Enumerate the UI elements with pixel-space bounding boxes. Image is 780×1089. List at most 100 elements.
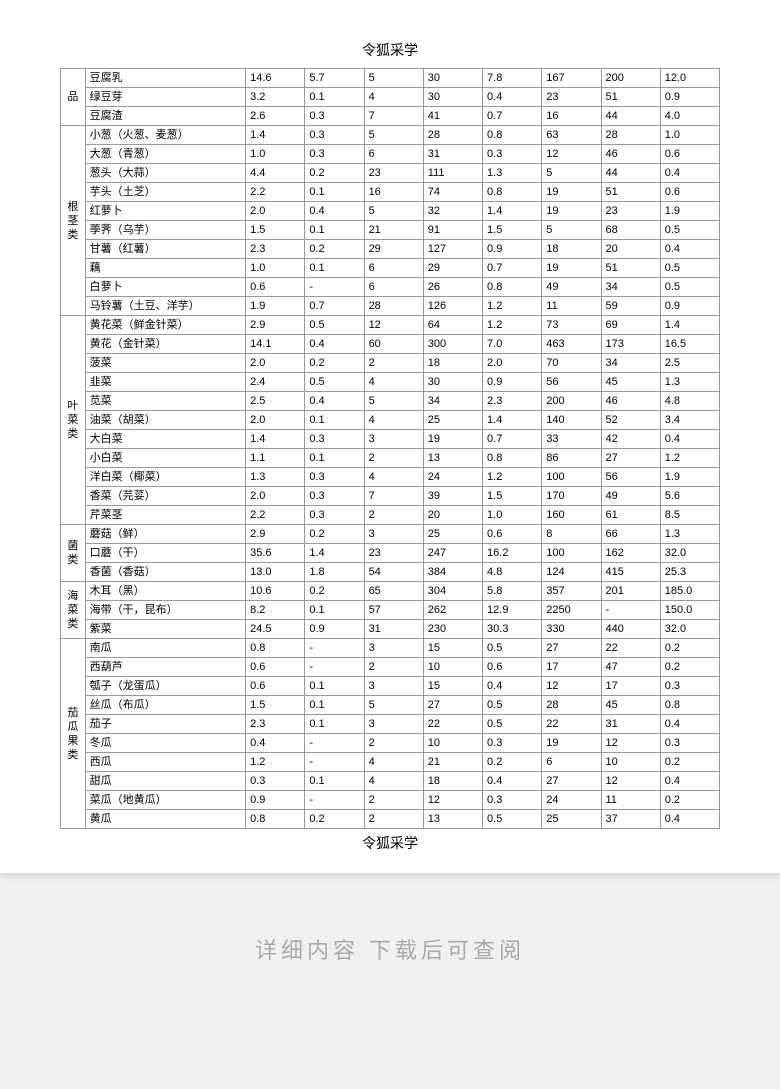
value-cell: 140 xyxy=(542,411,601,430)
value-cell: 160 xyxy=(542,506,601,525)
item-name-cell: 大白菜 xyxy=(85,430,245,449)
value-cell: 0.5 xyxy=(660,259,719,278)
value-cell: 14.1 xyxy=(246,335,305,354)
value-cell: 0.6 xyxy=(246,658,305,677)
value-cell: 86 xyxy=(542,449,601,468)
value-cell: 1.4 xyxy=(660,316,719,335)
value-cell: 34 xyxy=(601,278,660,297)
value-cell: 0.3 xyxy=(305,506,364,525)
value-cell: 0.5 xyxy=(483,810,542,829)
table-row: 冬瓜0.4-2100.319120.3 xyxy=(61,734,720,753)
value-cell: 173 xyxy=(601,335,660,354)
item-name-cell: 荸荠（乌芋） xyxy=(85,221,245,240)
table-row: 葱头（大蒜）4.40.2231111.35440.4 xyxy=(61,164,720,183)
item-name-cell: 甜瓜 xyxy=(85,772,245,791)
value-cell: 0.9 xyxy=(660,88,719,107)
value-cell: 46 xyxy=(601,145,660,164)
value-cell: 2.2 xyxy=(246,183,305,202)
value-cell: 29 xyxy=(423,259,482,278)
table-row: 丝瓜（布瓜）1.50.15270.528450.8 xyxy=(61,696,720,715)
value-cell: 2.0 xyxy=(246,411,305,430)
value-cell: 91 xyxy=(423,221,482,240)
value-cell: 5 xyxy=(364,202,423,221)
table-row: 大葱（青葱）1.00.36310.312460.6 xyxy=(61,145,720,164)
value-cell: 4 xyxy=(364,373,423,392)
value-cell: 28 xyxy=(423,126,482,145)
item-name-cell: 芹菜茎 xyxy=(85,506,245,525)
item-name-cell: 马铃薯（土豆、洋芋） xyxy=(85,297,245,316)
value-cell: 2.0 xyxy=(246,487,305,506)
value-cell: 1.0 xyxy=(660,126,719,145)
value-cell: 2.0 xyxy=(246,202,305,221)
value-cell: 0.2 xyxy=(305,354,364,373)
value-cell: 0.7 xyxy=(483,430,542,449)
value-cell: 10.6 xyxy=(246,582,305,601)
item-name-cell: 大葱（青葱） xyxy=(85,145,245,164)
value-cell: 51 xyxy=(601,259,660,278)
value-cell: 0.1 xyxy=(305,715,364,734)
table-row: 瓠子（龙蛋瓜）0.60.13150.412170.3 xyxy=(61,677,720,696)
value-cell: 8.2 xyxy=(246,601,305,620)
value-cell: 300 xyxy=(423,335,482,354)
category-cell: 菌类 xyxy=(61,525,86,582)
value-cell: 1.3 xyxy=(660,373,719,392)
value-cell: 17 xyxy=(542,658,601,677)
value-cell: 1.3 xyxy=(246,468,305,487)
value-cell: 29 xyxy=(364,240,423,259)
category-cell: 根茎类 xyxy=(61,126,86,316)
value-cell: 4 xyxy=(364,468,423,487)
table-row: 芹菜茎2.20.32201.0160618.5 xyxy=(61,506,720,525)
value-cell: 0.9 xyxy=(246,791,305,810)
value-cell: 65 xyxy=(364,582,423,601)
table-row: 菠菜2.00.22182.070342.5 xyxy=(61,354,720,373)
value-cell: 30 xyxy=(423,373,482,392)
value-cell: 2.5 xyxy=(660,354,719,373)
value-cell: 1.9 xyxy=(246,297,305,316)
value-cell: 27 xyxy=(542,639,601,658)
value-cell: 10 xyxy=(423,734,482,753)
item-name-cell: 菜瓜（地黄瓜） xyxy=(85,791,245,810)
value-cell: 8.5 xyxy=(660,506,719,525)
value-cell: 5.7 xyxy=(305,69,364,88)
value-cell: 247 xyxy=(423,544,482,563)
value-cell: 19 xyxy=(542,259,601,278)
value-cell: 0.3 xyxy=(305,430,364,449)
value-cell: 41 xyxy=(423,107,482,126)
value-cell: 2 xyxy=(364,810,423,829)
value-cell: 1.2 xyxy=(483,468,542,487)
value-cell: 18 xyxy=(542,240,601,259)
value-cell: 5 xyxy=(364,69,423,88)
value-cell: 0.4 xyxy=(483,677,542,696)
item-name-cell: 黄瓜 xyxy=(85,810,245,829)
value-cell: - xyxy=(305,639,364,658)
value-cell: 49 xyxy=(601,487,660,506)
table-row: 香菜（芫荽）2.00.37391.5170495.6 xyxy=(61,487,720,506)
value-cell: 19 xyxy=(542,183,601,202)
value-cell: 4 xyxy=(364,88,423,107)
value-cell: 4.8 xyxy=(660,392,719,411)
download-caption: 详细内容 下载后可查阅 xyxy=(0,933,780,995)
value-cell: 1.4 xyxy=(483,411,542,430)
value-cell: 0.3 xyxy=(660,734,719,753)
value-cell: 126 xyxy=(423,297,482,316)
value-cell: 13 xyxy=(423,810,482,829)
value-cell: 28 xyxy=(601,126,660,145)
value-cell: 3.4 xyxy=(660,411,719,430)
value-cell: 2.0 xyxy=(483,354,542,373)
value-cell: 230 xyxy=(423,620,482,639)
value-cell: - xyxy=(305,791,364,810)
value-cell: 1.8 xyxy=(305,563,364,582)
value-cell: 1.0 xyxy=(246,259,305,278)
table-row: 洋白菜（椰菜）1.30.34241.2100561.9 xyxy=(61,468,720,487)
table-row: 海菜类木耳（黑）10.60.2653045.8357201185.0 xyxy=(61,582,720,601)
value-cell: 45 xyxy=(601,373,660,392)
category-cell: 品 xyxy=(61,69,86,126)
item-name-cell: 小白菜 xyxy=(85,449,245,468)
value-cell: 1.9 xyxy=(660,202,719,221)
value-cell: 25 xyxy=(423,411,482,430)
value-cell: 200 xyxy=(542,392,601,411)
value-cell: 1.2 xyxy=(483,316,542,335)
item-name-cell: 西葫芦 xyxy=(85,658,245,677)
value-cell: 63 xyxy=(542,126,601,145)
value-cell: 19 xyxy=(423,430,482,449)
